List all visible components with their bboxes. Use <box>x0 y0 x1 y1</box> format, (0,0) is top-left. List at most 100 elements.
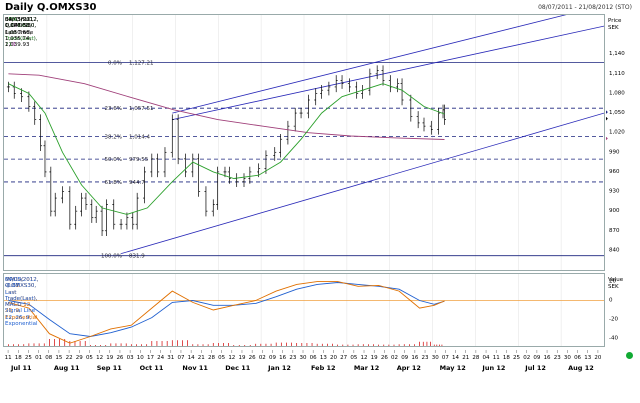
axis-caption: SEK <box>608 284 619 290</box>
day-label: 02 <box>523 355 530 361</box>
date-range: 08/07/2011 - 21/08/2012 (STO) <box>538 4 632 11</box>
month-label: Nov 11 <box>182 364 208 372</box>
day-label: 01 <box>35 355 42 361</box>
axis-tick: 930 <box>609 189 620 195</box>
fib-label: 0.0% <box>108 61 122 67</box>
day-label: 15 <box>55 355 62 361</box>
month-label: Dec 11 <box>225 364 250 372</box>
axis-tick: 990 <box>609 149 620 155</box>
day-label: 11 <box>493 355 500 361</box>
legend-entry: Bar OHLC, Q.OMXS30, Last Trade <box>5 17 37 36</box>
fib-value: 831.9 <box>129 254 145 260</box>
day-label: 14 <box>452 355 459 361</box>
axis-tick: 960 <box>609 169 620 175</box>
fib-label: 61.8% <box>105 180 122 186</box>
day-label: 25 <box>513 355 520 361</box>
macd-axis: Value SEK 20 0 -20 -40 <box>606 273 640 345</box>
day-label: 27 <box>340 355 347 361</box>
day-label: 30 <box>432 355 439 361</box>
indicator-legend-entry: MACD, Q.OMXS30, Last Trade(Last), MACD S… <box>5 277 38 328</box>
axis-tick: 1,110 <box>609 71 625 77</box>
day-label: 12 <box>228 355 235 361</box>
fib-label: 23.6% <box>105 106 122 112</box>
day-label: 18 <box>15 355 22 361</box>
day-label: 02 <box>259 355 266 361</box>
day-label: 23 <box>289 355 296 361</box>
channel-line <box>172 4 605 114</box>
day-label: 08 <box>45 355 52 361</box>
day-label: 05 <box>86 355 93 361</box>
axis-tick: -20 <box>609 316 618 322</box>
macd-signal-line <box>8 282 445 337</box>
legend-entry: 04/05/2012, 1,047.58, 1,050.66, 1,035.74… <box>5 17 39 49</box>
day-label: 31 <box>167 355 174 361</box>
fib-label: 50.0% <box>105 157 122 163</box>
day-label: 28 <box>208 355 215 361</box>
day-label: 19 <box>106 355 113 361</box>
fib-label: 100.0% <box>101 254 122 260</box>
price-chart[interactable]: 0.0% 1,127.21 23.6% 1,057.51 38.2% 1,014.4 50.… <box>4 4 605 270</box>
day-label: 28 <box>472 355 479 361</box>
day-label: 26 <box>249 355 256 361</box>
day-label: 09 <box>269 355 276 361</box>
axis-caption: SEK <box>608 25 619 31</box>
axis-tick: -40 <box>609 335 618 341</box>
month-label: May 12 <box>440 364 466 372</box>
day-label: 25 <box>25 355 32 361</box>
legend-entry: 04/05/2012, 1,048.61 <box>5 17 39 30</box>
day-label: 07 <box>177 355 184 361</box>
day-label: 12 <box>96 355 103 361</box>
macd-panel[interactable] <box>3 273 605 347</box>
day-label: 16 <box>411 355 418 361</box>
day-label: 06 <box>310 355 317 361</box>
day-label: 06 <box>574 355 581 361</box>
day-label: 16 <box>544 355 551 361</box>
channel-line <box>172 25 605 121</box>
day-label: 13 <box>320 355 327 361</box>
month-label: Apr 12 <box>397 364 421 372</box>
axis-tick: 1,140 <box>609 51 625 57</box>
legend-entry: 04/05/2012, 1,009.66 <box>5 17 39 30</box>
day-label: 07 <box>442 355 449 361</box>
day-label: 21 <box>462 355 469 361</box>
axis-tick: 1,050 <box>609 110 625 116</box>
fib-value: 1,057.51 <box>129 106 154 112</box>
day-label: 26 <box>116 355 123 361</box>
axis-tick: 900 <box>609 208 620 214</box>
fib-value: 979.55 <box>129 157 149 163</box>
sma21-line <box>8 83 445 215</box>
day-label: 09 <box>533 355 540 361</box>
day-label: 04 <box>483 355 490 361</box>
day-label: 23 <box>422 355 429 361</box>
fib-value: 1,014.4 <box>129 134 150 140</box>
price-panel[interactable]: 0.0% 1,127.21 23.6% 1,057.51 38.2% 1,014.4 50.… <box>3 4 605 271</box>
channel-line <box>120 112 605 255</box>
macd-line <box>8 281 445 344</box>
axis-caption: Price <box>608 18 622 24</box>
axis-tick: 870 <box>609 228 620 234</box>
day-label: 18 <box>503 355 510 361</box>
time-axis: 11 18 25 01 08 15 22 29 05 12 19 26 03 10 17 24 31 07 14 21… <box>3 350 603 376</box>
axis-tick: 0 <box>609 298 613 304</box>
axis-tick: 20 <box>609 279 616 285</box>
month-label: Oct 11 <box>140 364 164 372</box>
day-label: 20 <box>330 355 337 361</box>
day-label: 03 <box>127 355 134 361</box>
indicator-legend-entry: 04/05/2012, -0.67 <box>5 277 39 290</box>
indicator-legend-entry: 04/05/2012, -0.51 <box>5 277 39 290</box>
month-label: Sep 11 <box>97 364 123 372</box>
macd-chart[interactable] <box>4 274 604 346</box>
month-label: Mar 12 <box>354 364 379 372</box>
price-axis: Price SEK 1,140 1,110 1,080 1,050 1,020 990 960 9… <box>602 14 640 269</box>
axis-tick: 1,020 <box>609 130 625 136</box>
day-label: 20 <box>594 355 601 361</box>
day-label: 19 <box>371 355 378 361</box>
status-indicator-icon[interactable] <box>626 352 633 359</box>
day-label: 14 <box>188 355 195 361</box>
day-label: 10 <box>137 355 144 361</box>
day-label: 30 <box>564 355 571 361</box>
day-label: 02 <box>391 355 398 361</box>
axis-tick: 840 <box>609 247 620 253</box>
price-marker <box>602 135 608 142</box>
month-label: Feb 12 <box>311 364 336 372</box>
